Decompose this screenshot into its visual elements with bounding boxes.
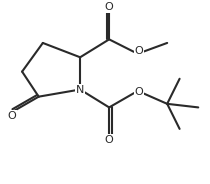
Text: O: O [105,135,114,145]
Text: N: N [76,84,84,95]
Text: O: O [105,2,114,12]
Text: O: O [135,87,144,97]
Text: O: O [7,111,16,121]
Text: O: O [135,46,144,56]
